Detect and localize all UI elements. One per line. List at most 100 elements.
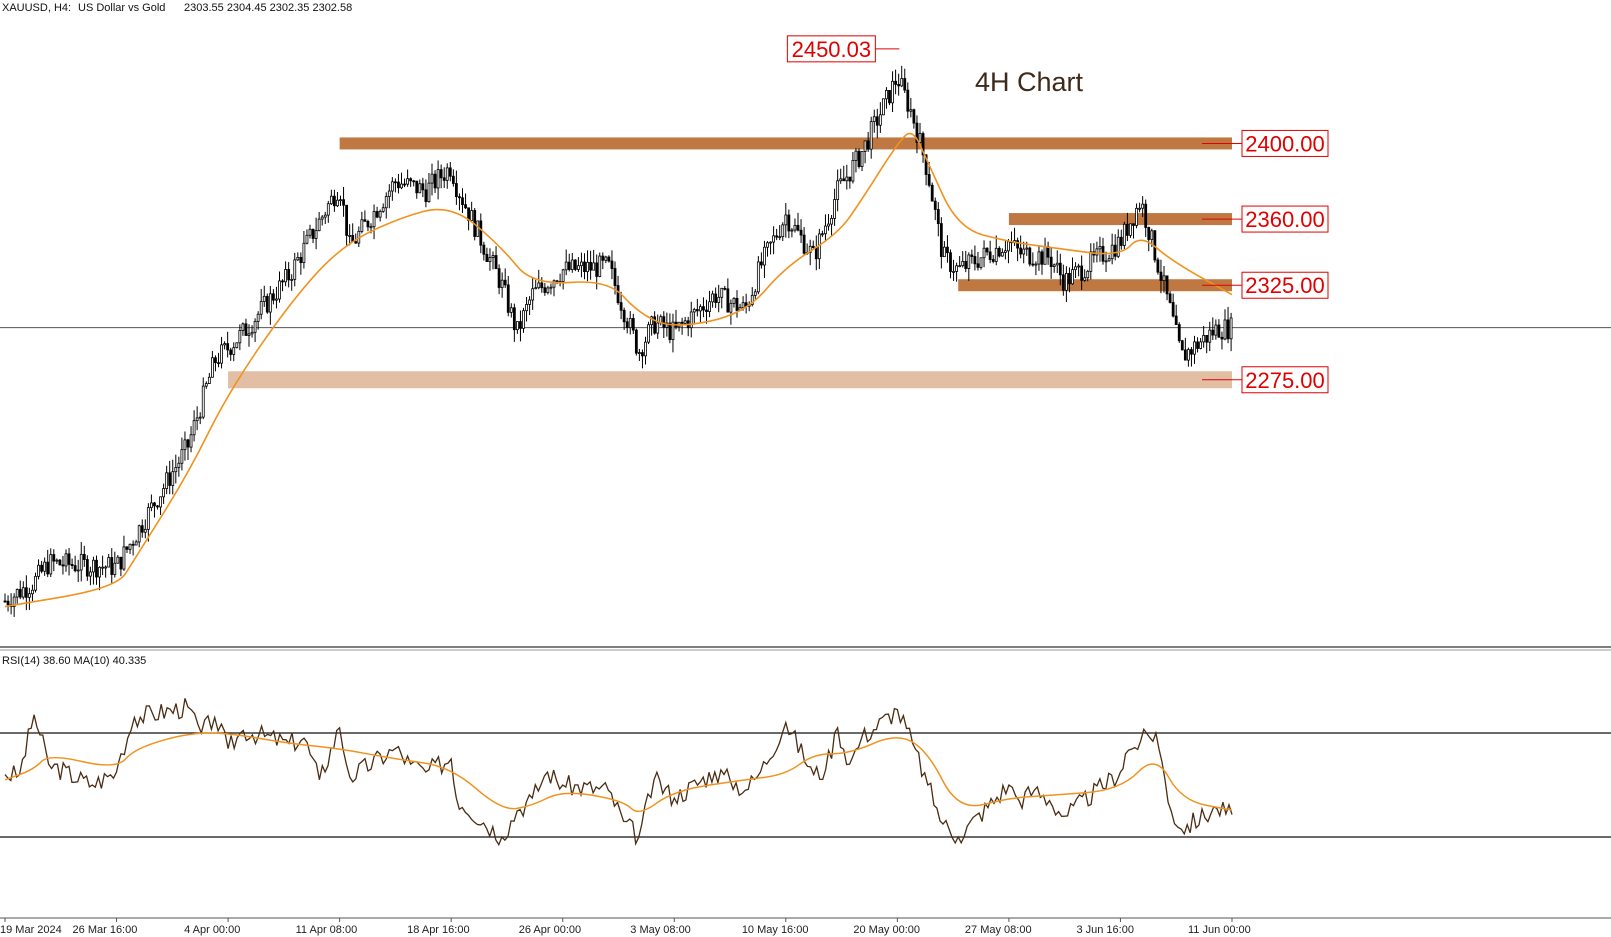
candle bbox=[943, 241, 946, 258]
candle bbox=[1004, 239, 1007, 260]
candle bbox=[753, 289, 757, 299]
candle bbox=[348, 224, 352, 246]
candle bbox=[320, 215, 324, 226]
candle bbox=[921, 131, 925, 163]
candle bbox=[628, 311, 632, 335]
candle bbox=[278, 271, 281, 303]
candle bbox=[692, 307, 696, 324]
candle bbox=[939, 217, 943, 269]
candle bbox=[186, 438, 190, 460]
candle bbox=[708, 290, 711, 318]
candle bbox=[586, 250, 589, 282]
candle bbox=[732, 297, 736, 308]
candle bbox=[1141, 196, 1145, 217]
candle bbox=[577, 257, 580, 273]
candle bbox=[1156, 257, 1160, 275]
candle bbox=[488, 248, 492, 271]
candle bbox=[897, 73, 901, 96]
candle bbox=[220, 336, 223, 369]
candle bbox=[1095, 241, 1099, 263]
candle bbox=[204, 381, 208, 389]
candle bbox=[1068, 267, 1071, 293]
candle bbox=[40, 560, 43, 574]
candle bbox=[955, 262, 958, 282]
candle bbox=[342, 186, 345, 217]
zone-label-text: 2360.00 bbox=[1245, 207, 1325, 232]
candle bbox=[1217, 319, 1221, 338]
candle bbox=[598, 252, 602, 278]
candle bbox=[641, 349, 644, 369]
candle bbox=[479, 213, 483, 254]
candle bbox=[723, 285, 727, 291]
candle bbox=[153, 501, 156, 518]
candle bbox=[933, 197, 937, 221]
candle bbox=[1129, 223, 1132, 238]
candle bbox=[235, 342, 239, 349]
candle bbox=[1107, 254, 1111, 262]
candle bbox=[872, 109, 876, 133]
moving-average-line bbox=[4, 132, 1233, 608]
candle bbox=[317, 211, 321, 232]
candle bbox=[1144, 199, 1148, 237]
candle bbox=[1016, 237, 1019, 262]
candlestick-layer bbox=[3, 65, 1233, 617]
candle bbox=[912, 108, 916, 129]
candle bbox=[24, 575, 28, 611]
candle bbox=[250, 325, 254, 338]
candle bbox=[89, 566, 92, 586]
candle bbox=[936, 202, 940, 237]
candle bbox=[198, 412, 202, 425]
candle bbox=[653, 311, 657, 335]
candle bbox=[482, 241, 486, 261]
time-tick-label: 18 Apr 16:00 bbox=[407, 924, 469, 936]
candle bbox=[622, 307, 626, 330]
zone-label-box bbox=[1241, 271, 1329, 299]
candle bbox=[1162, 265, 1166, 293]
candle bbox=[839, 168, 843, 184]
candle bbox=[540, 277, 544, 293]
candle bbox=[720, 287, 724, 309]
candle bbox=[458, 193, 461, 211]
candle bbox=[177, 456, 181, 477]
candle bbox=[1229, 312, 1233, 352]
candle bbox=[592, 249, 596, 271]
candle bbox=[1190, 347, 1193, 367]
candle bbox=[784, 203, 788, 238]
candle bbox=[991, 254, 995, 264]
time-tick-label: 4 Apr 00:00 bbox=[184, 924, 240, 936]
candle bbox=[580, 252, 583, 278]
candle bbox=[256, 311, 260, 330]
candle bbox=[680, 317, 684, 335]
candle bbox=[519, 310, 522, 342]
candle bbox=[183, 431, 187, 461]
candle bbox=[140, 519, 144, 538]
rsi-ma-line bbox=[4, 732, 1233, 813]
candle bbox=[766, 241, 769, 257]
chart-annotation: 4H Chart bbox=[975, 67, 1084, 97]
candle bbox=[946, 235, 949, 263]
candle bbox=[424, 179, 428, 208]
candle bbox=[372, 204, 376, 240]
candle bbox=[543, 282, 547, 296]
candle bbox=[387, 184, 391, 209]
candle bbox=[1071, 257, 1074, 285]
candle bbox=[790, 228, 794, 238]
zone-label-box bbox=[1241, 366, 1329, 394]
candle bbox=[900, 65, 904, 88]
time-tick-label: 19 Mar 2024 bbox=[0, 924, 62, 936]
candle bbox=[906, 82, 910, 119]
zone-2360-00 bbox=[1008, 213, 1232, 226]
symbol-description: US Dollar vs Gold bbox=[78, 2, 165, 14]
candle bbox=[1022, 241, 1026, 264]
zone-2400-00 bbox=[339, 137, 1232, 150]
candle bbox=[705, 299, 708, 324]
candle bbox=[143, 519, 147, 539]
candle bbox=[1086, 269, 1090, 282]
candle bbox=[976, 251, 980, 271]
candle bbox=[833, 188, 836, 226]
candle bbox=[1110, 233, 1114, 265]
candle bbox=[58, 558, 62, 566]
candle bbox=[107, 554, 111, 568]
candle bbox=[3, 593, 7, 603]
candle bbox=[49, 548, 53, 578]
